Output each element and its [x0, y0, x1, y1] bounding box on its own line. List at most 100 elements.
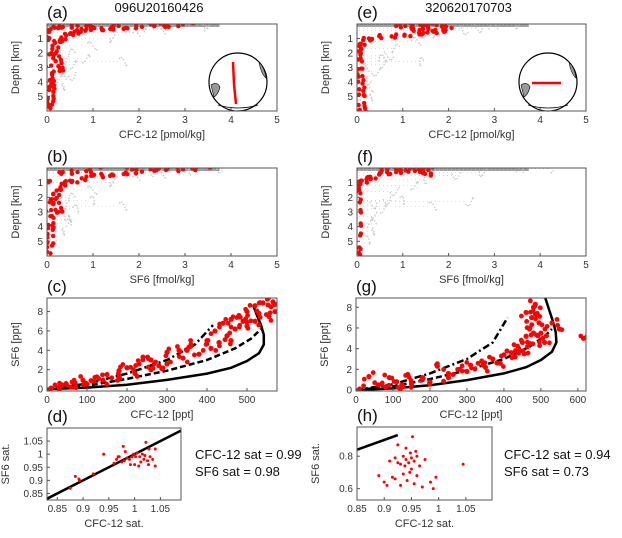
panel-label: (h)	[357, 406, 378, 425]
red-point	[420, 485, 424, 489]
gray-point	[428, 201, 431, 204]
red-point	[523, 309, 529, 316]
red-point	[153, 359, 159, 365]
x-tick-label: 1.05	[456, 504, 476, 515]
solid-line	[357, 433, 399, 451]
red-point	[402, 33, 407, 38]
red-point	[177, 348, 183, 354]
red-point	[212, 328, 218, 334]
gray-point	[384, 202, 387, 204]
gray-point	[388, 202, 390, 204]
gray-point	[366, 235, 369, 238]
red-point	[256, 322, 262, 328]
red-point	[540, 335, 546, 341]
gray-point	[132, 172, 135, 175]
saturation-stat: CFC-12 sat = 0.99	[195, 447, 302, 462]
red-point	[189, 24, 194, 26]
red-point	[59, 60, 64, 66]
red-point	[398, 168, 403, 173]
red-point	[203, 341, 209, 347]
gray-point	[515, 170, 517, 173]
red-point	[399, 462, 403, 466]
red-point	[163, 353, 169, 359]
red-point	[405, 479, 409, 483]
gray-point	[112, 180, 114, 183]
red-point	[67, 178, 73, 183]
gray-point	[160, 27, 162, 30]
x-tick-label: 3	[492, 260, 498, 271]
red-point	[464, 368, 470, 374]
gray-point	[217, 171, 220, 173]
gray-point	[63, 75, 66, 77]
gray-point	[460, 26, 463, 29]
x-tick-label: 0	[44, 395, 50, 406]
red-point	[263, 312, 269, 317]
red-point	[401, 472, 405, 476]
red-point	[62, 183, 68, 188]
red-point	[48, 207, 54, 213]
y-tick-label: 4	[346, 344, 352, 355]
gray-point	[61, 229, 63, 231]
y-tick-label: 4	[347, 78, 353, 89]
x-axis-label: CFC-12 [ppt]	[131, 409, 194, 421]
gray-point	[357, 99, 360, 102]
red-point	[111, 173, 116, 178]
gray-point	[120, 57, 123, 59]
red-point	[434, 362, 439, 368]
gray-point	[63, 233, 66, 236]
red-point	[133, 463, 137, 467]
y-tick-label: 3	[347, 208, 353, 219]
red-point	[56, 45, 61, 50]
red-point	[480, 362, 486, 368]
y-tick-label: 8	[346, 303, 352, 314]
gray-point	[379, 54, 382, 56]
red-point	[434, 475, 438, 479]
gray-point	[425, 175, 427, 178]
red-point	[521, 351, 527, 357]
gray-point	[379, 212, 382, 214]
gray-point	[152, 175, 154, 178]
gray-point	[65, 78, 68, 80]
x-tick-label: 600	[570, 395, 587, 406]
x-tick-label: 0.85	[347, 504, 367, 515]
red-point	[52, 38, 57, 44]
x-tick-label: 4	[537, 260, 543, 271]
red-point	[396, 461, 400, 465]
gray-point	[412, 187, 414, 190]
red-point	[411, 28, 416, 34]
gray-point	[110, 39, 113, 42]
red-point	[48, 385, 54, 391]
red-point	[104, 371, 110, 378]
plot-area	[357, 433, 465, 491]
y-tick-label: 1	[37, 450, 43, 461]
red-point	[421, 30, 426, 36]
red-point	[469, 365, 474, 371]
gray-point	[391, 50, 394, 53]
red-point	[504, 348, 510, 354]
red-point	[51, 192, 56, 197]
gray-point	[398, 45, 401, 48]
red-point	[530, 330, 537, 336]
red-point	[213, 348, 219, 353]
red-point	[139, 169, 145, 174]
gray-point	[88, 55, 91, 58]
red-point	[379, 382, 385, 387]
red-point	[412, 482, 416, 486]
red-point	[56, 54, 62, 59]
inset-globe-map	[208, 52, 268, 112]
x-tick-label: 4	[228, 260, 234, 271]
gray-point	[369, 93, 372, 96]
red-point	[159, 366, 165, 372]
red-point	[362, 42, 367, 48]
red-point	[382, 480, 386, 484]
y-tick-label: 1.05	[24, 437, 44, 448]
gray-point	[64, 63, 67, 65]
gray-point	[368, 238, 370, 240]
gray-point	[365, 235, 367, 237]
red-point	[366, 36, 372, 41]
gray-point	[550, 171, 553, 174]
gray-point	[386, 203, 389, 206]
x-tick-label: 2	[446, 115, 452, 126]
x-tick-label: 300	[459, 395, 476, 406]
x-tick-label: 200	[422, 395, 439, 406]
